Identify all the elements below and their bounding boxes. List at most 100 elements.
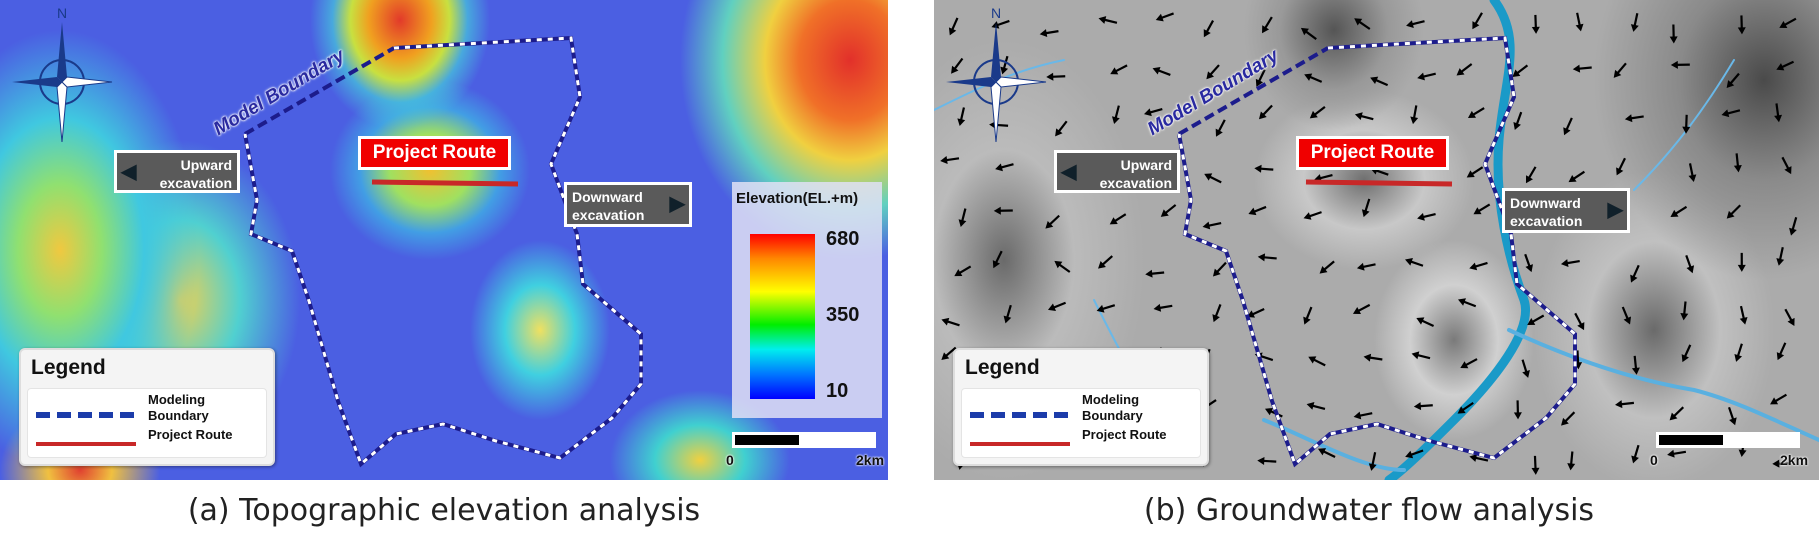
flow-arrow-icon: [1734, 343, 1743, 362]
scale-bar-black: [735, 435, 799, 445]
flow-arrow-icon: [1212, 304, 1222, 323]
flow-arrow-icon: [1572, 64, 1592, 73]
flow-arrow-icon: [1405, 449, 1424, 459]
flow-arrow-icon: [1726, 204, 1742, 219]
flow-arrow-icon: [1631, 355, 1640, 375]
flow-arrow-icon: [1354, 18, 1371, 30]
flow-arrow-icon: [1306, 402, 1326, 411]
flow-arrow-icon: [1776, 246, 1785, 266]
elevation-legend-title: Elevation(EL.+m): [736, 190, 859, 207]
flow-arrow-icon: [1109, 213, 1127, 225]
flow-arrow-icon: [1352, 303, 1371, 315]
downward-line2: excavation: [572, 207, 645, 223]
map-legend: Legend Modeling Boundary Project Route: [953, 348, 1209, 466]
downward-line2: excavation: [1510, 213, 1583, 229]
flow-arrow-icon: [1473, 203, 1491, 215]
legend-title: Legend: [31, 356, 106, 379]
flow-arrow-icon: [1521, 359, 1530, 378]
flow-arrow-icon: [1630, 264, 1640, 283]
north-arrow-icon: [12, 22, 113, 143]
flow-arrow-icon: [1524, 253, 1533, 273]
flow-arrow-icon: [1096, 304, 1116, 313]
flow-arrow-icon: [995, 163, 1014, 172]
flow-arrow-icon: [1254, 164, 1274, 173]
flow-arrow-icon: [1206, 64, 1220, 80]
flow-arrow-icon: [1567, 451, 1576, 471]
flow-arrow-icon: [1561, 411, 1576, 426]
elevation-min: 10: [826, 380, 849, 402]
flow-arrow-icon: [1416, 317, 1435, 328]
main-river: [1384, 0, 1530, 480]
flow-arrow-icon: [1003, 304, 1012, 324]
project-route-label: Project Route: [1296, 136, 1449, 170]
project-route-line: [371, 179, 519, 187]
flow-arrow-icon: [1317, 448, 1336, 458]
flow-arrow-icon: [1680, 301, 1689, 321]
upward-excavation-box: ◀ Upward excavation: [114, 150, 240, 193]
elevation-legend: Elevation(EL.+m) 680 350 10: [732, 182, 882, 418]
flow-arrow-icon: [1046, 72, 1066, 81]
flow-arrow-icon: [1457, 401, 1474, 414]
flow-arrow-icon: [1789, 217, 1798, 236]
flow-arrow-icon: [1160, 204, 1177, 217]
flow-arrow-icon: [1417, 212, 1436, 221]
flow-arrow-icon: [1145, 269, 1165, 278]
scale-bar-black: [1659, 435, 1723, 445]
flow-arrow-icon: [1512, 64, 1529, 77]
upward-line2: excavation: [1099, 175, 1172, 191]
flow-arrow-icon: [1212, 261, 1227, 277]
flow-arrow-icon: [1039, 29, 1059, 38]
arrow-left-icon: ◀: [1061, 161, 1077, 183]
legend-boundary-label-1: Modeling: [148, 392, 206, 407]
flow-arrow-icon: [1411, 351, 1431, 360]
legend-route-label: Project Route: [148, 427, 233, 442]
flow-arrow-icon: [1670, 205, 1688, 217]
flow-arrow-icon: [1613, 62, 1627, 78]
flow-arrow-icon: [1098, 16, 1118, 24]
legend-boundary-label-2: Boundary: [1082, 408, 1143, 423]
flow-arrow-icon: [1776, 342, 1787, 361]
flow-arrow-icon: [1410, 105, 1419, 125]
flow-arrow-icon: [1257, 253, 1277, 262]
flow-arrow-icon: [1670, 60, 1690, 69]
flow-arrow-icon: [1630, 13, 1639, 32]
flow-arrow-icon: [992, 250, 1003, 269]
flow-arrow-icon: [1300, 27, 1317, 41]
flow-arrow-icon: [1458, 298, 1477, 308]
flow-arrow-icon: [1417, 72, 1436, 81]
flow-arrow-icon: [1303, 211, 1322, 220]
flow-arrow-icon: [1413, 402, 1433, 411]
flow-arrow-icon: [1669, 24, 1678, 44]
scale-end: 2km: [856, 452, 885, 468]
flow-arrow-icon: [1215, 119, 1226, 137]
caption-a: (a) Topographic elevation analysis: [187, 493, 701, 528]
scale-end: 2km: [1780, 452, 1809, 468]
scale-start: 0: [1650, 452, 1658, 468]
flow-arrow-icon: [954, 265, 972, 277]
river-branch: [1633, 59, 1735, 191]
scale-bar: [732, 432, 876, 448]
flow-arrow-icon: [951, 57, 964, 74]
model-boundary-dark: [1178, 46, 1329, 136]
flow-arrow-icon: [1563, 117, 1573, 136]
north-label: N: [991, 5, 1001, 21]
flow-arrow-icon: [1363, 353, 1383, 362]
flow-arrow-icon: [991, 19, 1010, 29]
project-route-line: [1305, 179, 1453, 187]
flow-arrow-icon: [1368, 452, 1377, 471]
flow-arrow-icon: [1575, 12, 1584, 32]
flow-arrow-icon: [948, 17, 959, 36]
flow-arrow-icon: [1203, 20, 1215, 38]
elevation-max: 680: [826, 228, 860, 250]
flow-arrow-icon: [1152, 66, 1171, 76]
flow-arrow-icon: [989, 120, 1009, 129]
flow-arrow-icon: [1721, 109, 1741, 118]
boundary-overlay: N: [12, 5, 643, 468]
flow-arrow-icon: [1531, 14, 1540, 34]
flow-arrow-icon: [1784, 308, 1795, 326]
model-boundary-dashes: [243, 36, 643, 467]
flow-arrow-icon: [1460, 358, 1478, 369]
flow-arrow-icon: [1770, 393, 1787, 405]
flow-arrow-icon: [1406, 20, 1425, 28]
